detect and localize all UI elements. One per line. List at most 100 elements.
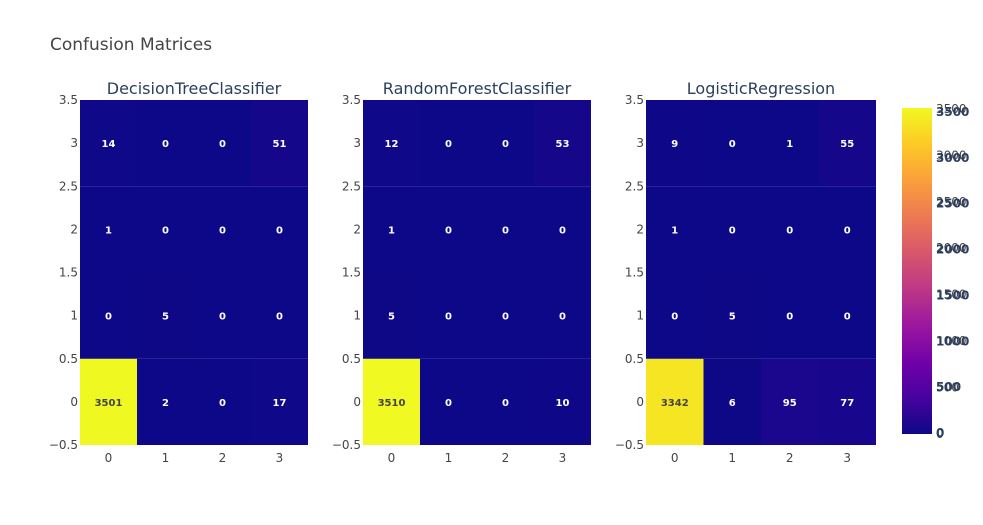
x-tick-label: 2 — [219, 451, 227, 465]
cell-value-label: 2 — [162, 398, 169, 409]
cell-value-label: 0 — [559, 312, 566, 323]
colorbar-tick-label: 0 — [936, 427, 944, 441]
heatmap-cell — [194, 100, 251, 187]
heatmap-cell — [420, 100, 477, 187]
heatmap-cell — [703, 358, 761, 445]
cell-value-label: 14 — [102, 139, 116, 150]
cell-value-label: 12 — [385, 139, 399, 150]
heatmap-cell — [137, 100, 194, 187]
cell-value-label: 0 — [162, 225, 169, 236]
subplot-decisiontreeclassifier: DecisionTreeClassifier 3501 2 0 17 0 5 0 0 1 0 0 0 14… — [49, 79, 308, 465]
x-tick-label: 0 — [388, 451, 396, 465]
cell-value-label: 0 — [729, 225, 736, 236]
colorbar-tick-label-bold: 1000 — [936, 334, 969, 348]
heatmap-cell — [477, 186, 534, 273]
y-tick-label: 1.5 — [59, 266, 78, 280]
cell-value-label: 0 — [502, 139, 509, 150]
y-tick-label: 1.5 — [342, 266, 361, 280]
cell-value-label: 1 — [105, 225, 112, 236]
heatmap-cell — [80, 272, 137, 359]
heatmap-cell — [818, 186, 876, 273]
cell-value-label: 3510 — [378, 398, 406, 409]
colorbar-tick-label: 1000 — [936, 334, 967, 348]
heatmap-cell — [761, 358, 819, 445]
cell-value-label: 0 — [219, 398, 226, 409]
y-tick-label: 2.5 — [59, 179, 78, 193]
cell-value-label: 0 — [559, 225, 566, 236]
cell-value-label: 51 — [273, 139, 287, 150]
heatmap-cell — [420, 186, 477, 273]
y-tick-label: 3.5 — [342, 93, 361, 107]
cell-value-label: 0 — [219, 139, 226, 150]
heatmap-cell — [818, 358, 876, 445]
cell-value-label: 77 — [840, 398, 854, 409]
cell-value-label: 0 — [219, 225, 226, 236]
heatmap-cell — [818, 100, 876, 187]
heatmap-cell — [703, 100, 761, 187]
cell-value-label: 0 — [729, 139, 736, 150]
heatmap-cell — [534, 186, 591, 273]
heatmap-cell — [194, 272, 251, 359]
heatmap-cell — [80, 100, 137, 187]
y-tick-label: 1 — [70, 309, 78, 323]
cell-value-label: 0 — [445, 225, 452, 236]
y-tick-label: 0 — [70, 395, 78, 409]
heatmap-cell — [363, 100, 420, 187]
y-tick-label: 0 — [353, 395, 361, 409]
cell-value-label: 5 — [388, 312, 395, 323]
heatmap-cell — [80, 358, 137, 445]
heatmap-cell — [194, 358, 251, 445]
x-tick-label: 1 — [162, 451, 170, 465]
x-tick-label: 2 — [502, 451, 510, 465]
colorbar-tick-label-bold: 2000 — [936, 243, 969, 257]
cell-value-label: 0 — [844, 225, 851, 236]
heatmap-cell — [477, 272, 534, 359]
heatmap-cell — [477, 100, 534, 187]
y-tick-label: 0.5 — [59, 352, 78, 366]
heatmap-cell — [251, 186, 308, 273]
heatmap-cell — [251, 100, 308, 187]
x-tick-label: 1 — [445, 451, 453, 465]
heatmap-cell — [420, 358, 477, 445]
heatmap-cell — [477, 358, 534, 445]
heatmap-cell — [761, 100, 819, 187]
y-tick-label: 3.5 — [59, 93, 78, 107]
heatmap-cell — [363, 358, 420, 445]
heatmap-cell — [534, 272, 591, 359]
cell-value-label: 0 — [219, 312, 226, 323]
cell-value-label: 0 — [276, 312, 283, 323]
y-tick-label: 2.5 — [342, 179, 361, 193]
heatmap-cell — [420, 272, 477, 359]
heatmap-cell — [137, 358, 194, 445]
colorbar-tick-label-bold: 1500 — [936, 288, 969, 302]
cell-value-label: 95 — [783, 398, 797, 409]
heatmap-cell — [137, 186, 194, 273]
cell-value-label: 9 — [671, 139, 678, 150]
cell-value-label: 0 — [786, 312, 793, 323]
colorbar-tick-label: 3000 — [936, 148, 967, 162]
heatmap-cell — [761, 186, 819, 273]
cell-value-label: 0 — [445, 398, 452, 409]
heatmap-cell — [534, 100, 591, 187]
y-tick-label: 3.5 — [625, 93, 644, 107]
heatmap-cell — [80, 186, 137, 273]
subplot-logisticregression: LogisticRegression 3342 6 95 77 0 5 0 0 1 0 0 0 9 0 1 55… — [615, 79, 876, 465]
subplot-title: RandomForestClassifier — [383, 79, 572, 98]
heatmap-cell — [703, 272, 761, 359]
x-tick-label: 3 — [276, 451, 284, 465]
cell-value-label: 1 — [786, 139, 793, 150]
y-tick-label: −0.5 — [332, 438, 361, 452]
heatmap-cell — [363, 272, 420, 359]
heatmap-cell — [703, 186, 761, 273]
cell-value-label: 0 — [105, 312, 112, 323]
colorbar-gradient — [902, 108, 932, 434]
subplot-title: LogisticRegression — [687, 79, 835, 98]
cell-value-label: 55 — [840, 139, 854, 150]
y-tick-label: 2.5 — [625, 179, 644, 193]
y-tick-label: 0.5 — [342, 352, 361, 366]
y-tick-label: 2 — [70, 222, 78, 236]
heatmap-cell — [646, 100, 704, 187]
